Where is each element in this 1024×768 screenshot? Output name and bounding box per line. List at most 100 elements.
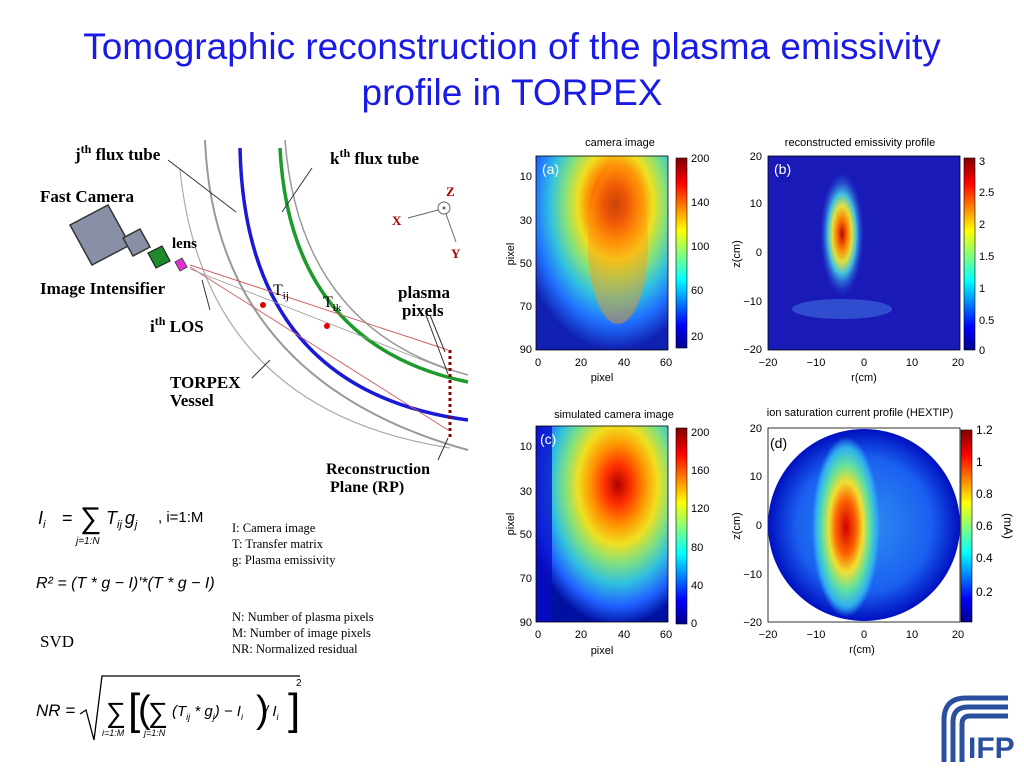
panel-b-blob bbox=[820, 172, 864, 296]
panel-d-xtick: 0 bbox=[861, 629, 867, 641]
eq1-sum-sign: ∑ bbox=[80, 502, 101, 535]
legend-line-3: g: Plasma emissivity bbox=[232, 553, 336, 567]
axis-x-label: X bbox=[392, 213, 402, 228]
arrow-rp bbox=[437, 437, 449, 461]
nr-outer-sub: i=1:M bbox=[102, 728, 125, 738]
panel-b-ytick: −10 bbox=[743, 296, 762, 308]
slide-title-line-1: Tomographic reconstruction of the plasma… bbox=[83, 26, 941, 67]
panel-d-label: (d) bbox=[770, 435, 787, 451]
panel-a-label: (a) bbox=[542, 161, 559, 177]
nr-inner-sum: ∑ bbox=[148, 697, 168, 728]
panel-d-blob bbox=[812, 437, 880, 617]
lens-icon bbox=[174, 257, 188, 272]
panel-a-cbar-tick: 100 bbox=[691, 241, 709, 253]
panel-c-heatmap bbox=[536, 426, 668, 622]
image-intensifier-icon bbox=[147, 245, 171, 269]
jth-flux-tube-arc bbox=[238, 147, 469, 422]
panel-b-cbar-tick: 2 bbox=[979, 219, 985, 231]
panel-a-xlabel: pixel bbox=[591, 372, 614, 384]
jth-flux-tube-label: jth flux tube bbox=[74, 142, 161, 164]
panel-c-ytick: 10 bbox=[520, 441, 532, 453]
panel-b-ytick: 20 bbox=[750, 151, 762, 163]
tik-label: Tik bbox=[323, 294, 342, 314]
panel-c-cbar-tick: 0 bbox=[691, 618, 697, 630]
panel-b-cbar-tick: 1.5 bbox=[979, 251, 994, 263]
panel-c-xlabel: pixel bbox=[591, 645, 614, 657]
reconstruction-plane-label-2: Plane (RP) bbox=[330, 479, 404, 496]
legend-line-1: I: Camera image bbox=[232, 521, 316, 535]
panel-b-cbar-ticks: 3 2.5 2 1.5 1 0.5 0 bbox=[979, 156, 994, 357]
panel-a-xtick: 20 bbox=[575, 357, 587, 369]
panel-b-yticks: 20 10 0 −10 −20 bbox=[743, 151, 762, 356]
svd-label: SVD bbox=[40, 632, 75, 651]
ith-los-label: ith LOS bbox=[150, 314, 204, 336]
arrow-plasma-pixels-2 bbox=[425, 314, 449, 375]
arrow-jth bbox=[167, 159, 237, 213]
panel-b-ytick: 0 bbox=[756, 247, 762, 259]
panel-a-yticks: 10 30 50 70 90 bbox=[520, 171, 532, 356]
panel-c-cbar-ticks: 200 160 120 80 40 0 bbox=[691, 427, 709, 630]
panel-c-ytick: 90 bbox=[520, 617, 532, 629]
panel-d-ytick: −10 bbox=[743, 569, 762, 581]
torpex-vessel-label-2: Vessel bbox=[170, 391, 214, 410]
panel-b-xtick: 0 bbox=[861, 357, 867, 369]
panel-b-cbar-tick: 1 bbox=[979, 283, 985, 295]
eq1-lhs: Ii bbox=[38, 508, 46, 531]
fast-camera-label: Fast Camera bbox=[40, 187, 134, 206]
panel-c-label: (c) bbox=[540, 431, 556, 447]
panel-c-colorbar bbox=[675, 427, 688, 625]
legend-block-1: I: Camera image T: Transfer matrix g: Pl… bbox=[232, 520, 335, 568]
panel-a-ytick: 50 bbox=[520, 258, 532, 270]
panel-b-cbar-tick: 0 bbox=[979, 345, 985, 357]
panel-a-ylabel: pixel bbox=[505, 243, 517, 266]
panel-d-xtick: 10 bbox=[906, 629, 918, 641]
panel-c-ylabel: pixel bbox=[505, 513, 517, 536]
panel-d-cbar-tick: 0.2 bbox=[976, 585, 993, 599]
nr-outer-sum: ∑ bbox=[106, 697, 126, 728]
logo-ring-2 bbox=[950, 704, 1008, 762]
panel-c-xticks: 0 20 40 60 bbox=[535, 629, 672, 641]
panel-b-ylabel: z(cm) bbox=[732, 240, 743, 268]
panel-b-xticks: −20 −10 0 10 20 bbox=[759, 357, 964, 369]
panel-d-xticks: −20 −10 0 10 20 bbox=[759, 629, 964, 641]
panel-b-cbar-tick: 3 bbox=[979, 156, 985, 168]
panel-d-cbar-unit: (mA) bbox=[1001, 513, 1015, 539]
panel-d-cbar-tick: 1.2 bbox=[976, 423, 993, 437]
eq1-rhs: Tij gj bbox=[106, 508, 138, 531]
slide-title-line-2: profile in TORPEX bbox=[361, 72, 663, 113]
panel-c-cbar-tick: 80 bbox=[691, 542, 703, 554]
eq1-range: , i=1:M bbox=[158, 509, 203, 526]
panel-b-streak bbox=[792, 299, 892, 319]
panel-d-cbar-ticks: 1.2 1 0.8 0.6 0.4 0.2 bbox=[976, 423, 993, 599]
panel-c-xtick: 40 bbox=[618, 629, 630, 641]
panel-d-cbar-tick: 0.6 bbox=[976, 519, 993, 533]
panel-a-heatmap bbox=[536, 156, 668, 350]
panel-d-ytick: 0 bbox=[756, 520, 762, 532]
logo-ring-1 bbox=[941, 695, 1008, 762]
panel-a: camera image (a) 10 30 50 70 90 0 20 40 … bbox=[505, 137, 709, 384]
legend-line-4: N: Number of plasma pixels bbox=[232, 610, 374, 624]
panel-d-cbar-tick: 1 bbox=[976, 455, 983, 469]
axis-y-label: Y bbox=[451, 246, 461, 261]
panel-a-colorbar bbox=[675, 157, 688, 349]
panel-c-xtick: 60 bbox=[660, 629, 672, 641]
panel-c-edge bbox=[536, 426, 552, 622]
panel-a-hotspot bbox=[588, 164, 648, 324]
panel-c-cbar-tick: 40 bbox=[691, 580, 703, 592]
panel-c-xtick: 20 bbox=[575, 629, 587, 641]
panel-d-xlabel: r(cm) bbox=[849, 644, 875, 656]
panel-d-ytick: −20 bbox=[743, 617, 762, 629]
nr-paren-right: ) bbox=[256, 689, 269, 731]
axis-z-label: Z bbox=[446, 184, 455, 199]
los-line-1 bbox=[189, 264, 449, 351]
panel-a-cbar-tick: 200 bbox=[691, 153, 709, 165]
los-line-2 bbox=[189, 266, 449, 431]
legend-block-2: N: Number of plasma pixels M: Number of … bbox=[232, 609, 374, 657]
eq2: R² = (T * g − I)'*(T * g − I) bbox=[36, 575, 215, 592]
arrow-plasma-pixels-1 bbox=[429, 314, 446, 353]
panel-a-title: camera image bbox=[585, 137, 655, 149]
nr-equation: NR = ∑ i=1:M [ ( ∑ j=1:N (Tij * gj) − Ii… bbox=[36, 675, 302, 741]
torpex-vessel-label-1: TORPEX bbox=[170, 373, 241, 392]
panel-a-cbar-tick: 140 bbox=[691, 197, 709, 209]
nr-paren-left: ( bbox=[138, 689, 151, 731]
